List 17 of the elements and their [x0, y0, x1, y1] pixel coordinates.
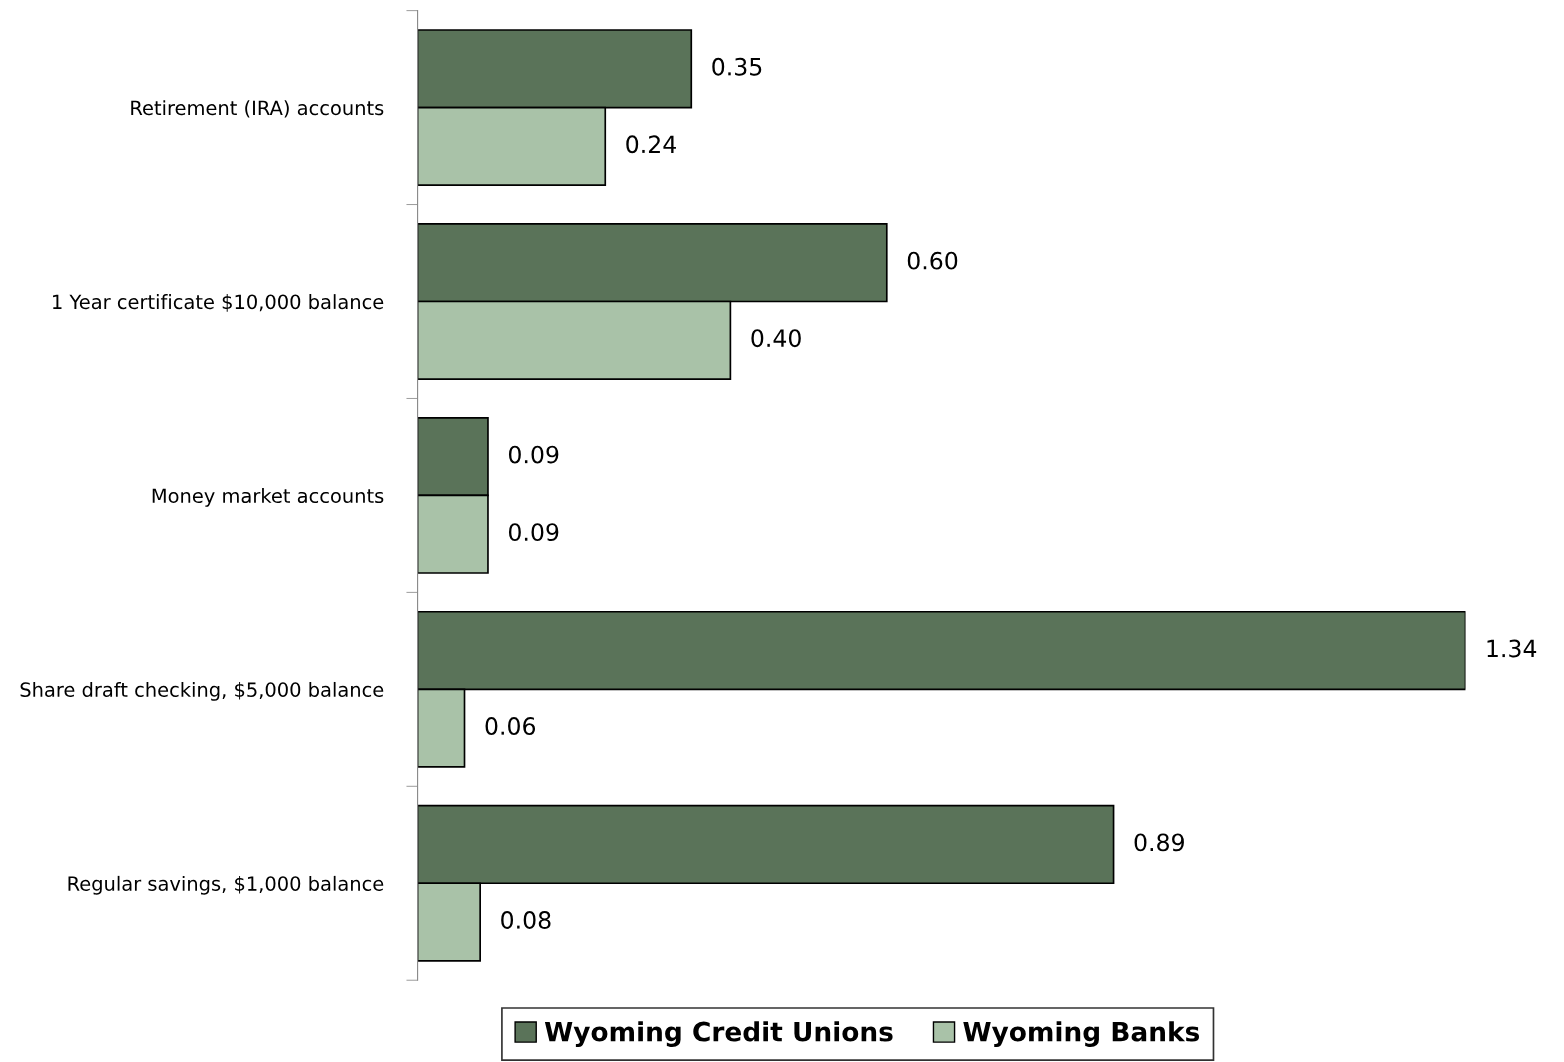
data-label: 0.09	[508, 523, 559, 542]
y-tick-label: Share draft checking, $5,000 balance	[20, 681, 384, 701]
y-tick-label: 1 Year certificate $10,000 balance	[53, 294, 384, 312]
data-label: 0.08	[501, 911, 551, 929]
data-label: 0.89	[1134, 833, 1184, 852]
data-label: 0.40	[751, 329, 801, 348]
data-label: 0.24	[626, 135, 676, 154]
data-label: 1.34	[1487, 639, 1537, 658]
data-label: 0.09	[508, 445, 559, 464]
y-tick-label: Retirement (IRA) accounts	[131, 100, 384, 118]
legend-label: Wyoming Banks	[963, 1021, 1200, 1047]
data-label: 0.60	[907, 251, 958, 270]
y-tick-label: Money market accounts	[152, 488, 384, 507]
legend-label: Wyoming Credit Unions	[544, 1021, 893, 1047]
data-label: 0.35	[712, 57, 762, 76]
y-tick-label: Regular savings, $1,000 balance	[68, 875, 384, 895]
data-label: 0.06	[485, 717, 536, 735]
